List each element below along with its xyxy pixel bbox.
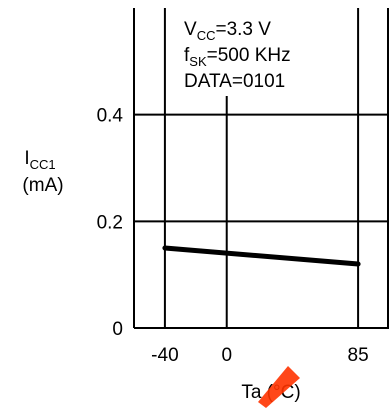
condition-vcc: VCC=3.3 V [184,19,271,43]
plot-frame [133,8,389,329]
y-tick-label: 0.4 [97,106,124,127]
tick-labels: -40 0 85 0 0.2 0.4 [97,106,369,366]
y-axis-label: ICC1 [24,148,55,172]
watermark-mark [258,366,300,408]
y-axis-unit: (mA) [22,175,63,196]
x-tick-label: 85 [348,345,369,366]
y-tick-label: 0.2 [97,212,123,233]
condition-data: DATA=0101 [184,71,285,92]
condition-fsk: fSK=500 KHz [184,45,291,69]
x-tick-label: 0 [221,345,232,366]
y-tick-label: 0 [112,319,123,340]
series [162,245,361,267]
series-line [162,245,361,267]
conditions-box [176,8,352,96]
x-tick-label: -40 [151,345,178,366]
